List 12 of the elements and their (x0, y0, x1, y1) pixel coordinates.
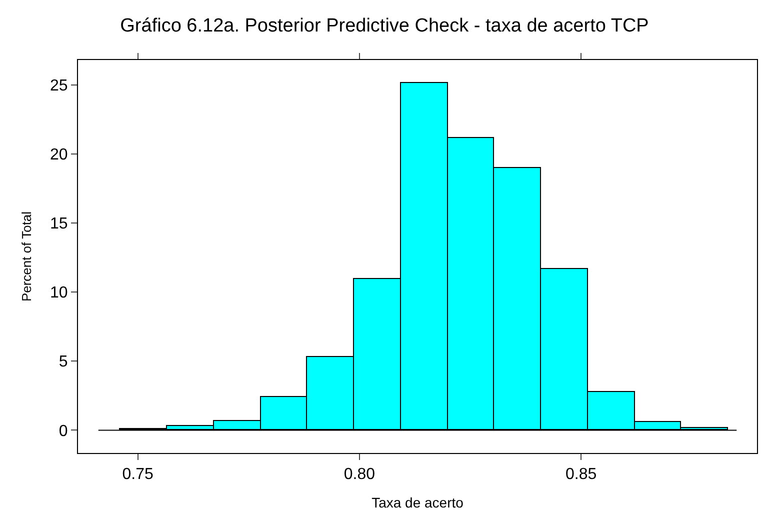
x-tick-label: 0.75 (122, 466, 154, 484)
chart-title: Gráfico 6.12a. Posterior Predictive Check - taxa de acerto TCP (120, 16, 649, 37)
y-tick-label: 5 (58, 354, 68, 371)
x-tick-label: 0.85 (565, 466, 597, 484)
y-tick-label: 10 (50, 284, 68, 302)
y-tick-label: 0 (58, 422, 68, 440)
y-tick-label: 20 (50, 146, 68, 164)
x-axis-title: Taxa de acerto (372, 494, 464, 510)
y-axis-title: Percent of Total (18, 211, 34, 302)
x-tick-label: 0.80 (344, 466, 376, 484)
y-tick-label: 25 (50, 77, 68, 94)
y-tick-label: 15 (50, 216, 68, 233)
